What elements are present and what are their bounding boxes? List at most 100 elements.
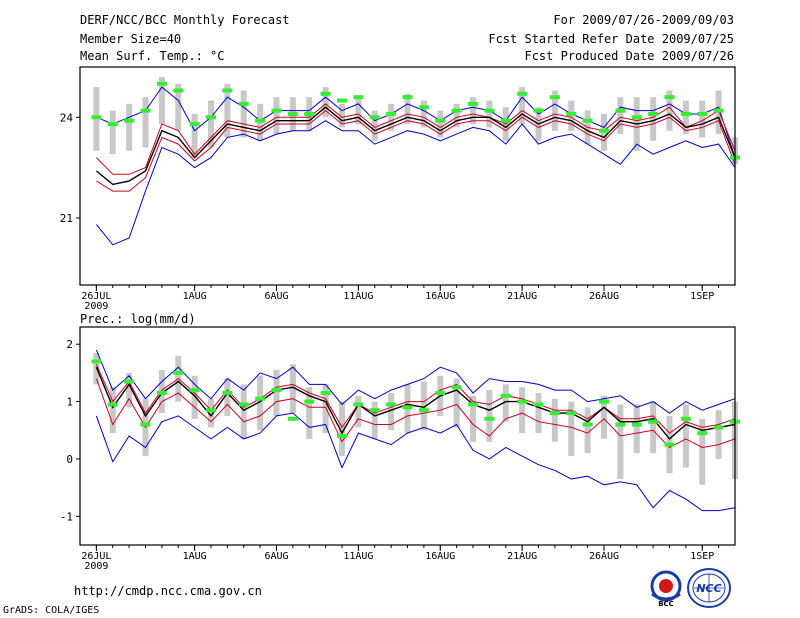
precip-x-tick-label: 16AUG: [425, 551, 455, 562]
member-size: Member Size=40: [80, 32, 182, 46]
precip-obs-mark: [533, 402, 544, 407]
precip-spread-bar: [699, 418, 706, 485]
precip-line-lower-red: [95, 378, 736, 449]
precip-spread-bar: [306, 387, 313, 439]
temp-x-tick-label: 26AUG: [589, 291, 619, 302]
precip-x-tick-label: 21AUG: [507, 551, 537, 562]
start-date: Fcst Started Refer Date 2009/07/25: [488, 32, 734, 46]
temp-spread-bar: [191, 113, 198, 158]
temp-spread-bar: [142, 97, 149, 148]
precip-spread-bar: [551, 398, 558, 442]
temp-obs-mark: [337, 98, 347, 103]
precip-obs-mark: [648, 419, 659, 424]
temp-line-upper: [96, 86, 736, 158]
precip-spread-bar: [191, 375, 198, 419]
precip-spread-bar: [502, 384, 509, 422]
precip-spread-bar: [273, 370, 280, 416]
precip-x-tick-label: 6AUG: [264, 551, 288, 562]
precip-spread-bar: [650, 401, 657, 454]
precip-obs-mark: [680, 416, 691, 421]
precip-spread-bar: [617, 404, 624, 480]
precip-obs-mark: [107, 402, 118, 407]
precip-spread-bar: [339, 401, 345, 457]
precip-line-upper: [95, 349, 736, 414]
precip-spread-bar: [568, 401, 575, 457]
precip-spread-bar: [126, 372, 133, 408]
temp-obs-mark: [189, 122, 200, 127]
precip-obs-mark: [599, 399, 609, 404]
temp-obs-mark: [468, 101, 478, 106]
temp-obs-mark: [517, 91, 528, 96]
precip-obs-mark: [549, 411, 560, 416]
precip-obs-mark: [156, 390, 167, 395]
precip-obs-mark: [304, 399, 315, 404]
precip-x-year-label: 2009: [84, 561, 108, 572]
precip-obs-mark: [418, 408, 429, 413]
precip-spread-bar: [371, 401, 378, 439]
precip-spread-bar: [388, 392, 395, 431]
temp-line-mean: [95, 106, 736, 186]
temp-obs-mark: [255, 118, 266, 123]
precip-spread-bar: [486, 390, 493, 442]
temp-spread-bar: [486, 100, 493, 128]
precip-obs-mark: [91, 359, 102, 364]
precip-obs-mark: [582, 422, 593, 427]
precip-obs-mark: [664, 442, 675, 447]
precip-y-tick-label: 0: [66, 453, 73, 466]
precip-obs-mark: [386, 402, 397, 407]
precip-obs-mark: [206, 408, 216, 413]
temp-spread-bar: [453, 103, 460, 128]
temp-obs-mark: [353, 95, 364, 100]
temp-x-year-label: 2009: [84, 301, 108, 312]
temp-obs-mark: [680, 111, 691, 116]
precip-line-upper-red: [95, 364, 736, 434]
precip-spread-bar: [470, 395, 476, 442]
precip-obs-mark: [369, 408, 380, 413]
temp-obs-mark: [713, 108, 724, 113]
precip-spread-bar: [355, 395, 362, 428]
precip-spread-bar: [109, 387, 116, 434]
precip-spread-bar: [633, 404, 640, 454]
temp-obs-mark: [402, 95, 413, 100]
precip-obs-mark: [124, 379, 135, 384]
precip-obs-mark: [517, 399, 528, 404]
temp-spread-bar: [109, 110, 116, 155]
temp-obs-mark: [664, 95, 675, 100]
precip-spread-bar: [715, 410, 722, 459]
temp-x-tick-label: 1SEP: [690, 291, 714, 302]
precip-line-mean: [95, 366, 736, 440]
precip-obs-mark: [713, 425, 724, 430]
grads-credit: GrADS: COLA/IGES: [3, 605, 100, 616]
temp-spread-bar: [371, 110, 378, 141]
temp-obs-mark: [304, 111, 315, 116]
temp-obs-mark: [124, 118, 135, 123]
precip-obs-mark: [271, 388, 282, 393]
temp-obs-mark: [386, 111, 397, 116]
temp-obs-mark: [697, 111, 708, 116]
precip-title: Prec.: log(mm/d): [80, 312, 196, 326]
temp-spread-bar: [650, 97, 657, 141]
precip-spread-bar: [208, 398, 214, 428]
ncc-logo: NCC: [687, 568, 731, 608]
temp-spread-bar: [437, 110, 444, 138]
temp-obs-mark: [451, 108, 462, 113]
temp-y-tick-label: 21: [60, 212, 73, 225]
precip-obs-mark: [615, 422, 626, 427]
precip-spread-bar: [584, 407, 591, 454]
precip-obs-mark: [697, 431, 708, 436]
forecast-title: DERF/NCC/BCC Monthly Forecast: [80, 13, 290, 27]
precip-obs-mark: [140, 422, 151, 427]
precip-spread-bar: [240, 384, 247, 439]
forecast-period: For 2009/07/26-2009/09/03: [553, 13, 734, 27]
ncc-logo-text: NCC: [696, 582, 721, 595]
temp-spread-bar: [699, 100, 706, 138]
temp-spread-bar: [404, 93, 411, 125]
precip-x-tick-label: 1SEP: [690, 551, 714, 562]
precip-x-tick-label: 1AUG: [183, 551, 207, 562]
temp-obs-mark: [222, 88, 233, 93]
website-url[interactable]: http://cmdp.ncc.cma.gov.cn: [74, 584, 262, 598]
precip-spread-bar: [453, 378, 460, 428]
temp-spread-bar: [617, 97, 624, 135]
